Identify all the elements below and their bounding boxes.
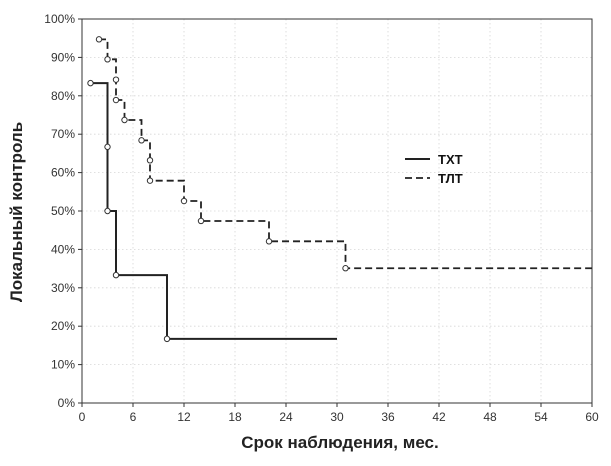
y-tick-label: 100% — [44, 12, 75, 26]
censor-marker-2 — [265, 238, 273, 245]
x-tick-labels: 0 6 12 18 24 30 36 42 48 54 60 — [79, 403, 599, 424]
y-axis-title: Локальный контроль — [7, 122, 26, 302]
y-tick-label: 10% — [51, 358, 75, 372]
x-tick-label: 0 — [79, 410, 86, 424]
censor-marker-2 — [95, 36, 103, 43]
censor-marker-1 — [112, 271, 120, 279]
censor-marker-2 — [112, 96, 120, 104]
y-tick-label: 70% — [51, 127, 75, 141]
censor-marker-1 — [163, 335, 171, 343]
legend: ТХТ ТЛТ — [405, 152, 463, 186]
censor-marker-2 — [197, 217, 205, 225]
censor-marker-2 — [342, 265, 349, 272]
x-tick-label: 12 — [177, 410, 191, 424]
y-tick-label: 20% — [51, 319, 75, 333]
y-tick-label: 60% — [51, 166, 75, 180]
x-tick-label: 30 — [330, 410, 344, 424]
x-axis-title: Срок наблюдения, мес. — [241, 433, 438, 452]
x-tick-label: 48 — [483, 410, 497, 424]
series-group — [87, 36, 592, 343]
censor-marker-2 — [138, 137, 145, 144]
grid — [82, 18, 593, 403]
censor-marker-2 — [104, 56, 111, 63]
censor-marker-2 — [112, 76, 120, 83]
x-tick-label: 18 — [228, 410, 242, 424]
censor-marker-1 — [104, 207, 111, 215]
y-tick-label: 50% — [51, 204, 75, 218]
x-tick-label: 60 — [585, 410, 599, 424]
censor-marker-2 — [121, 116, 128, 124]
y-tick-label: 90% — [51, 50, 75, 64]
y-tick-labels: 0% 10% 20% 30% 40% 50% 60% 70% 80% 90% 100% — [44, 12, 82, 410]
censor-marker-1 — [104, 143, 111, 151]
censor-marker-2 — [146, 177, 154, 184]
x-tick-label: 54 — [534, 410, 548, 424]
x-tick-label: 24 — [279, 410, 293, 424]
series-line-2 — [99, 38, 592, 270]
censor-marker-1 — [87, 79, 94, 87]
y-tick-label: 30% — [51, 281, 75, 295]
censor-marker-2 — [146, 157, 154, 164]
x-tick-label: 6 — [130, 410, 137, 424]
x-tick-label: 36 — [381, 410, 395, 424]
censor-marker-2 — [180, 197, 188, 205]
y-tick-label: 0% — [58, 396, 76, 410]
x-tick-label: 42 — [432, 410, 446, 424]
y-tick-label: 80% — [51, 89, 75, 103]
legend-label-2: ТЛТ — [438, 171, 463, 186]
legend-label-1: ТХТ — [438, 152, 463, 167]
y-tick-label: 40% — [51, 242, 75, 256]
series-line-1 — [90, 82, 337, 340]
